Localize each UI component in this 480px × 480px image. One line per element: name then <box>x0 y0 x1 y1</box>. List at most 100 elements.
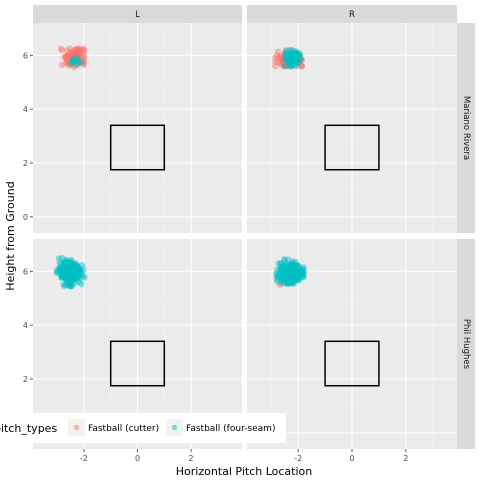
y-tick-label: 4 <box>23 321 28 330</box>
pitch-point <box>58 61 66 68</box>
pitch-point <box>61 259 68 266</box>
pitch-point <box>281 264 288 271</box>
pitch-point <box>70 264 77 271</box>
pitch-point <box>285 55 292 62</box>
pitch-point <box>59 263 66 271</box>
pitch-point <box>283 271 290 278</box>
pitch-point <box>63 267 70 275</box>
pitch-point <box>63 57 71 64</box>
pitch-point <box>74 263 82 271</box>
pitch-point <box>73 265 81 272</box>
pitch-point <box>68 265 75 272</box>
pitch-point <box>67 58 75 65</box>
pitch-point <box>290 54 298 62</box>
pitch-point <box>67 274 74 282</box>
pitch-point <box>289 57 296 64</box>
pitch-point <box>287 266 294 274</box>
pitch-point <box>287 56 294 63</box>
legend: pitch_types Fastball (cutter) Fastball (f… <box>0 413 286 443</box>
pitch-point <box>281 62 288 70</box>
pitch-point <box>70 57 77 64</box>
pitch-point <box>290 61 297 69</box>
pitch-point <box>61 266 68 273</box>
pitch-point <box>67 276 75 283</box>
pitch-point <box>286 61 293 68</box>
pitch-point <box>68 60 75 67</box>
pitch-point <box>295 57 302 64</box>
pitch-point <box>70 52 77 59</box>
pitch-point <box>289 60 296 67</box>
pitch-point <box>293 57 300 64</box>
pitch-point <box>73 265 80 273</box>
pitch-point <box>66 269 74 276</box>
pitch-point <box>292 272 299 280</box>
x-axis-title: Horizontal Pitch Location <box>176 465 312 478</box>
pitch-point <box>69 273 76 280</box>
pitch-point <box>65 53 72 60</box>
pitch-point <box>286 267 293 274</box>
pitch-point <box>286 275 293 282</box>
pitch-point <box>66 45 74 52</box>
pitch-point <box>56 264 63 271</box>
pitch-point <box>274 58 281 66</box>
pitch-point <box>290 59 298 66</box>
pitch-point <box>278 265 285 272</box>
pitch-point <box>284 271 292 278</box>
pitch-point <box>289 272 296 279</box>
pitch-point <box>281 59 289 66</box>
pitch-point <box>281 54 289 61</box>
strike-zone-box <box>324 340 380 387</box>
pitch-point <box>71 269 78 276</box>
pitch-point <box>66 266 73 273</box>
pitch-point <box>71 268 79 276</box>
pitch-point <box>80 266 87 273</box>
pitch-point <box>67 273 74 280</box>
pitch-point <box>282 62 289 70</box>
row-strip-label: Phil Hughes <box>461 319 471 370</box>
pitch-point <box>281 262 288 270</box>
pitch-point <box>282 53 289 60</box>
pitch-point <box>282 275 290 283</box>
pitch-point <box>291 274 299 281</box>
pitch-point <box>62 271 69 278</box>
pitch-point <box>287 61 295 68</box>
pitch-point <box>300 272 307 279</box>
pitch-point <box>288 271 295 278</box>
pitch-point <box>288 50 296 57</box>
pitch-point <box>287 53 294 60</box>
pitch-point <box>80 45 87 52</box>
pitch-point <box>285 262 292 269</box>
pitch-point <box>286 47 293 54</box>
pitch-point <box>281 49 288 57</box>
pitch-point <box>72 58 79 65</box>
pitch-point <box>285 280 293 287</box>
pitch-point <box>285 269 292 277</box>
pitch-point <box>63 267 70 274</box>
pitch-point <box>64 266 72 274</box>
pitch-point <box>64 266 72 274</box>
pitch-point <box>290 52 298 59</box>
row-strip-label: Mariano Rivera <box>461 96 471 160</box>
pitch-point <box>290 273 297 281</box>
pitch-point <box>70 276 77 283</box>
x-tick-label: 0 <box>349 454 354 463</box>
pitch-point <box>294 271 301 279</box>
pitch-point <box>280 267 288 274</box>
pitch-point <box>296 52 303 59</box>
pitch-point <box>74 272 81 279</box>
pitch-point <box>288 57 296 64</box>
pitch-point <box>72 46 80 53</box>
pitch-point <box>74 265 81 272</box>
pitch-point <box>287 57 294 65</box>
pitch-point <box>67 266 75 273</box>
pitch-point <box>281 271 289 278</box>
pitch-point <box>73 59 81 67</box>
pitch-point <box>299 273 306 280</box>
strike-zone-box <box>109 124 166 171</box>
pitch-point <box>69 272 77 280</box>
pitch-point <box>71 262 79 269</box>
pitch-point <box>70 58 77 65</box>
pitch-point <box>278 55 286 63</box>
pitch-point <box>288 271 295 278</box>
y-tick-label: 0 <box>23 213 28 222</box>
